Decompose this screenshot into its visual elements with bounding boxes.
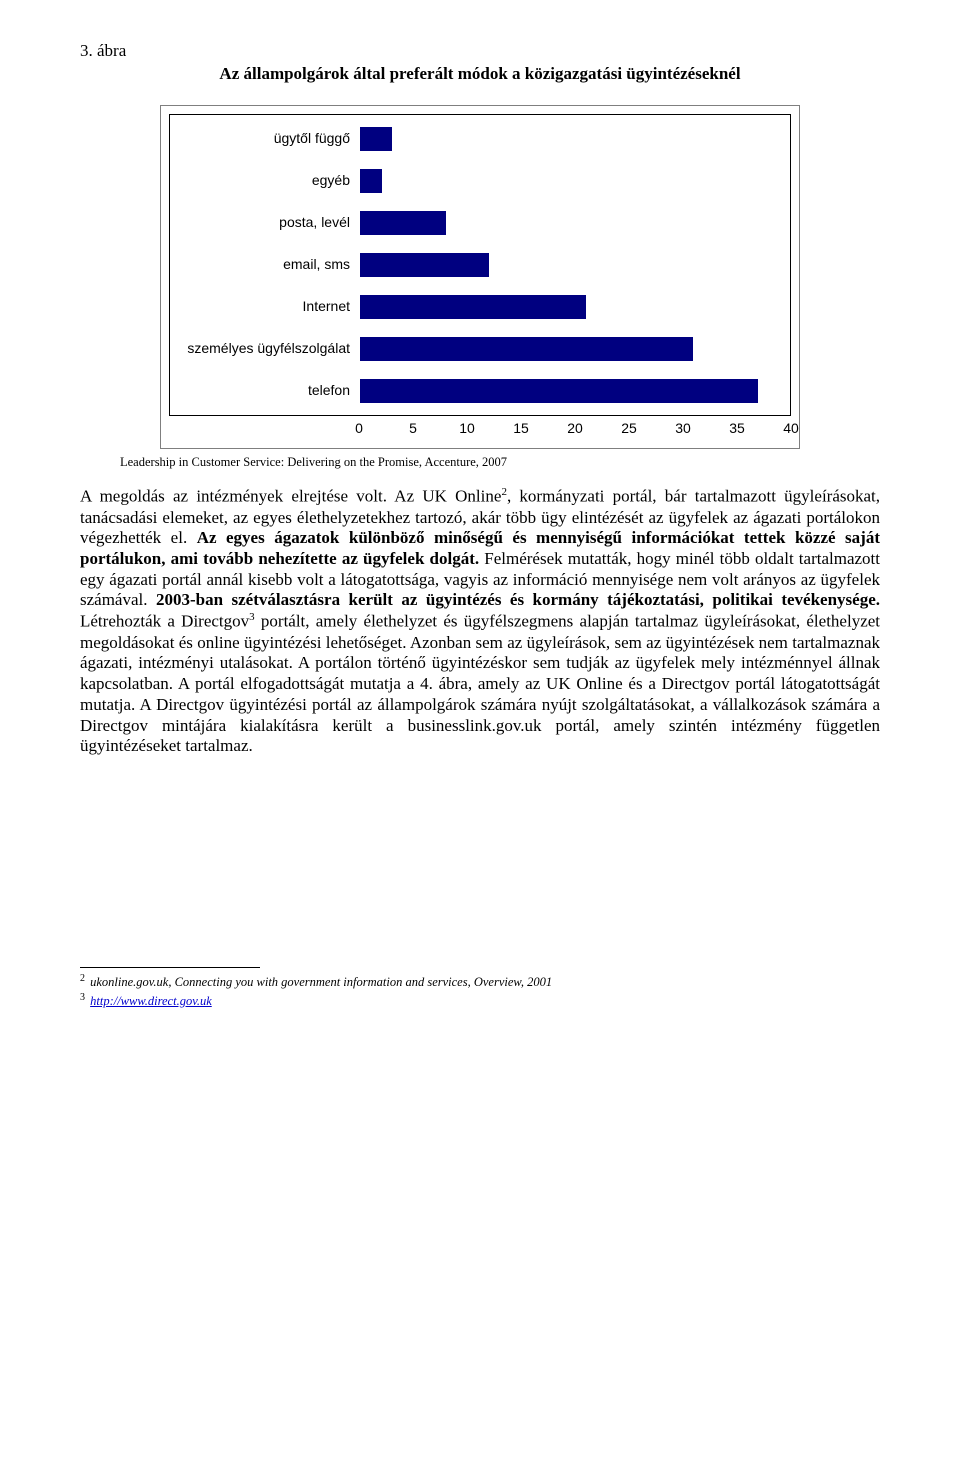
- axis-tick: 20: [567, 420, 583, 438]
- bar-area: [360, 205, 790, 241]
- footnote-2-text: ukonline.gov.uk, Connecting you with gov…: [87, 975, 552, 989]
- chart-container: ügytől függő egyéb posta, levél email, sms I…: [160, 105, 800, 449]
- axis-spacer: [169, 420, 359, 440]
- chart-row: email, sms: [170, 247, 790, 283]
- chart-source: Leadership in Customer Service: Deliveri…: [120, 455, 880, 471]
- chart-row: posta, levél: [170, 205, 790, 241]
- footnote-2-number: 2: [80, 973, 85, 984]
- bar: [360, 379, 758, 403]
- bar: [360, 295, 586, 319]
- axis-tick: 5: [409, 420, 417, 438]
- figure-title: Az állampolgárok által preferált módok a…: [80, 63, 880, 84]
- axis-tick: 15: [513, 420, 529, 438]
- bar: [360, 211, 446, 235]
- category-label: posta, levél: [170, 214, 360, 232]
- axis-tick: 10: [459, 420, 475, 438]
- bar: [360, 253, 489, 277]
- axis-ticks: 0510152025303540: [359, 420, 791, 440]
- footnote-separator: [80, 967, 260, 968]
- bar: [360, 127, 392, 151]
- body-text-1a: A megoldás az intézmények elrejtése volt…: [80, 487, 501, 506]
- chart-row: ügytől függő: [170, 121, 790, 157]
- body-paragraph: A megoldás az intézmények elrejtése volt…: [80, 486, 880, 757]
- body-bold-2: 2003-ban szétválasztásra került az ügyin…: [156, 590, 880, 609]
- category-label: ügytől függő: [170, 130, 360, 148]
- category-label: email, sms: [170, 256, 360, 274]
- chart-row: Internet: [170, 289, 790, 325]
- chart-plot: ügytől függő egyéb posta, levél email, sms I…: [169, 114, 791, 416]
- category-label: telefon: [170, 382, 360, 400]
- figure-label: 3. ábra: [80, 40, 880, 61]
- footnote-2: 2 ukonline.gov.uk, Connecting you with g…: [80, 972, 880, 991]
- category-label: egyéb: [170, 172, 360, 190]
- chart-row: egyéb: [170, 163, 790, 199]
- footnotes: 2 ukonline.gov.uk, Connecting you with g…: [80, 967, 880, 1010]
- axis-tick: 25: [621, 420, 637, 438]
- axis-tick: 0: [355, 420, 363, 438]
- category-label: személyes ügyfélszolgálat: [170, 340, 360, 358]
- axis-tick: 35: [729, 420, 745, 438]
- category-label: Internet: [170, 298, 360, 316]
- bar-area: [360, 247, 790, 283]
- axis-tick: 30: [675, 420, 691, 438]
- axis-tick: 40: [783, 420, 799, 438]
- body-text-1d: Létrehozták a Directgov: [80, 612, 249, 631]
- bar-area: [360, 163, 790, 199]
- footnote-3-link[interactable]: http://www.direct.gov.uk: [90, 994, 212, 1008]
- chart-outer: ügytől függő egyéb posta, levél email, sms I…: [160, 105, 800, 449]
- chart-row: telefon: [170, 373, 790, 409]
- bar-area: [360, 331, 790, 367]
- bar-area: [360, 121, 790, 157]
- footnote-3: 3 http://www.direct.gov.uk: [80, 991, 880, 1010]
- bar: [360, 169, 382, 193]
- bar: [360, 337, 693, 361]
- body-text-1e: portált, amely élethelyzet és ügyfélszeg…: [80, 612, 880, 755]
- chart-row: személyes ügyfélszolgálat: [170, 331, 790, 367]
- bar-area: [360, 289, 790, 325]
- footnote-3-number: 3: [80, 992, 85, 1003]
- x-axis: 0510152025303540: [169, 420, 791, 440]
- bar-area: [360, 373, 790, 409]
